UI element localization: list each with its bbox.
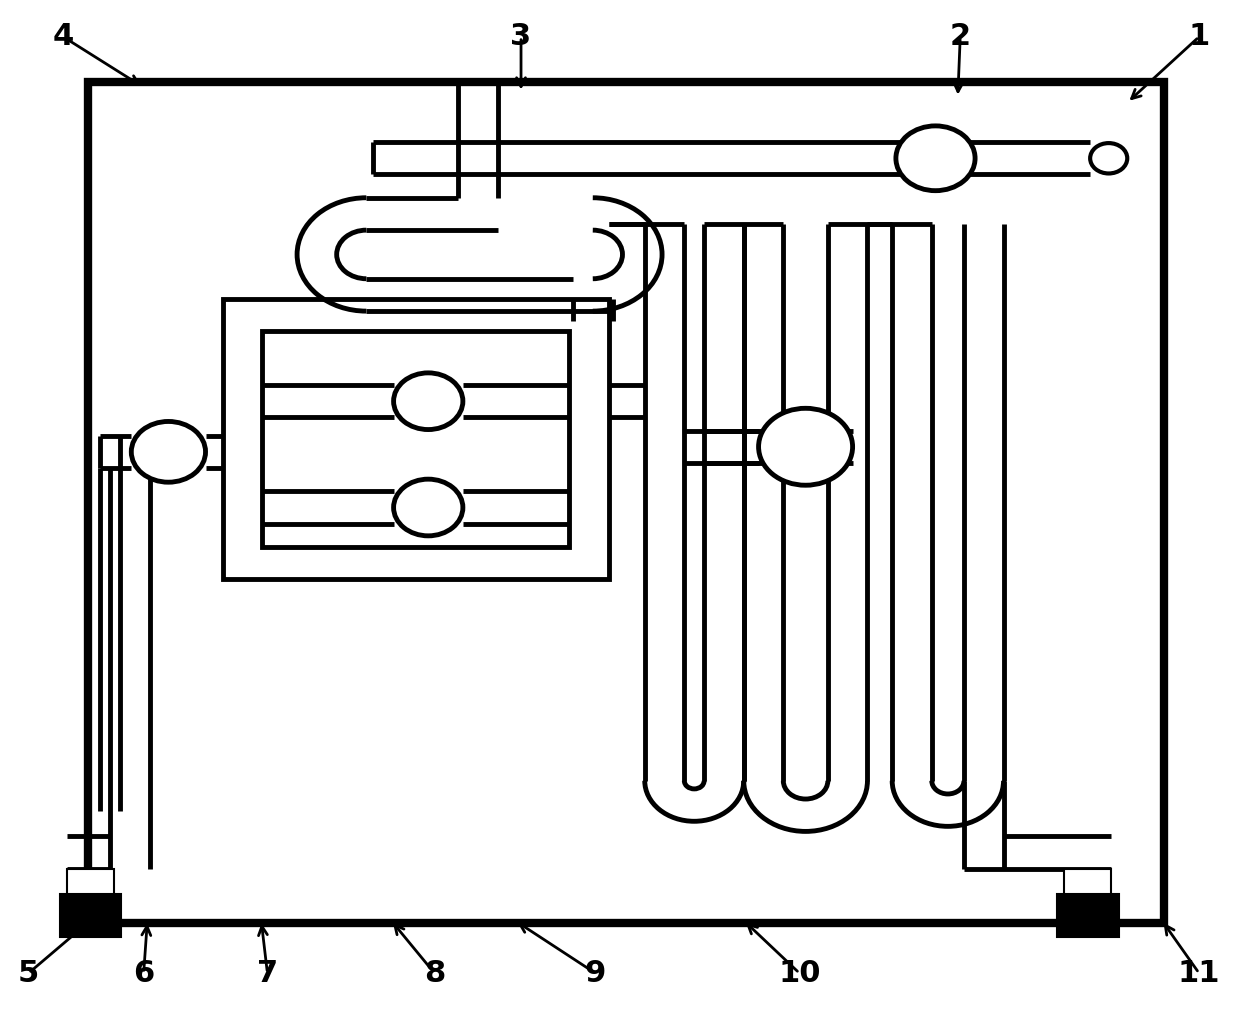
- Text: 11: 11: [1178, 958, 1220, 988]
- Circle shape: [1090, 143, 1127, 174]
- Circle shape: [393, 479, 463, 536]
- Text: 3: 3: [511, 22, 532, 52]
- Bar: [67, 869, 114, 894]
- Text: 7: 7: [257, 958, 278, 988]
- Text: 5: 5: [19, 958, 40, 988]
- Text: 6: 6: [133, 958, 154, 988]
- Bar: [263, 331, 569, 547]
- Bar: [1056, 894, 1118, 937]
- Circle shape: [131, 421, 206, 482]
- Circle shape: [759, 408, 853, 485]
- Text: 9: 9: [584, 958, 606, 988]
- Circle shape: [393, 373, 463, 429]
- Bar: [60, 894, 122, 937]
- Bar: [223, 299, 609, 580]
- Text: 1: 1: [1188, 22, 1210, 52]
- Text: 2: 2: [950, 22, 971, 52]
- Text: 10: 10: [779, 958, 821, 988]
- Circle shape: [897, 126, 975, 191]
- Bar: [1064, 869, 1111, 894]
- Text: 8: 8: [424, 958, 445, 988]
- Bar: [88, 82, 1164, 923]
- Text: 4: 4: [52, 22, 74, 52]
